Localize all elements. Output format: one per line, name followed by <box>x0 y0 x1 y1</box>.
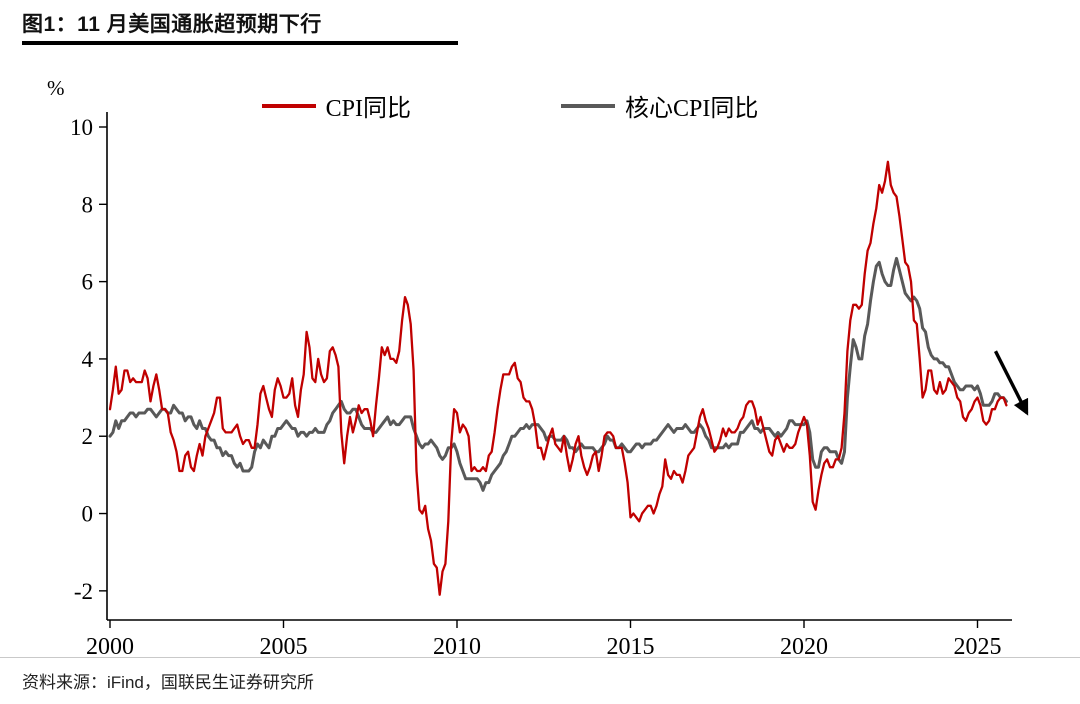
x-tick-label: 2015 <box>607 634 655 660</box>
core-cpi-line-swatch <box>561 103 615 108</box>
y-tick-label: 4 <box>82 347 94 372</box>
y-tick-label: 2 <box>82 424 94 449</box>
cpi-line-swatch <box>261 103 316 108</box>
x-tick-label: 2025 <box>954 634 1002 660</box>
y-tick-label: -2 <box>74 579 93 604</box>
cpi-yoy-line <box>108 160 1008 596</box>
legend-item-cpi: CPI同比 <box>261 88 411 123</box>
legend-item-core-cpi: 核心CPI同比 <box>561 88 758 123</box>
y-tick-label: 0 <box>82 502 94 527</box>
x-tick-label: 2000 <box>86 634 134 660</box>
core-cpi-yoy-line <box>108 256 1008 492</box>
down-arrow-annotation <box>993 350 1029 416</box>
source-note: 资料来源：iFind，国联民生证券研究所 <box>22 673 314 692</box>
y-tick-label: 10 <box>70 115 93 140</box>
chart-legend: CPI同比 核心CPI同比 <box>0 88 1020 123</box>
y-tick-label: 6 <box>82 270 94 295</box>
legend-label-cpi: CPI同比 <box>325 96 411 122</box>
legend-label-core-cpi: 核心CPI同比 <box>625 96 759 122</box>
x-tick-label: 2010 <box>433 634 481 660</box>
x-tick-label: 2005 <box>260 634 308 660</box>
title-underline <box>22 41 458 45</box>
bottom-divider <box>0 657 1080 658</box>
y-tick-label: 8 <box>82 192 94 217</box>
figure-title: 图1：11 月美国通胀超预期下行 <box>22 13 322 36</box>
x-tick-label: 2020 <box>780 634 828 660</box>
y-axis-unit-label: % <box>47 76 65 100</box>
